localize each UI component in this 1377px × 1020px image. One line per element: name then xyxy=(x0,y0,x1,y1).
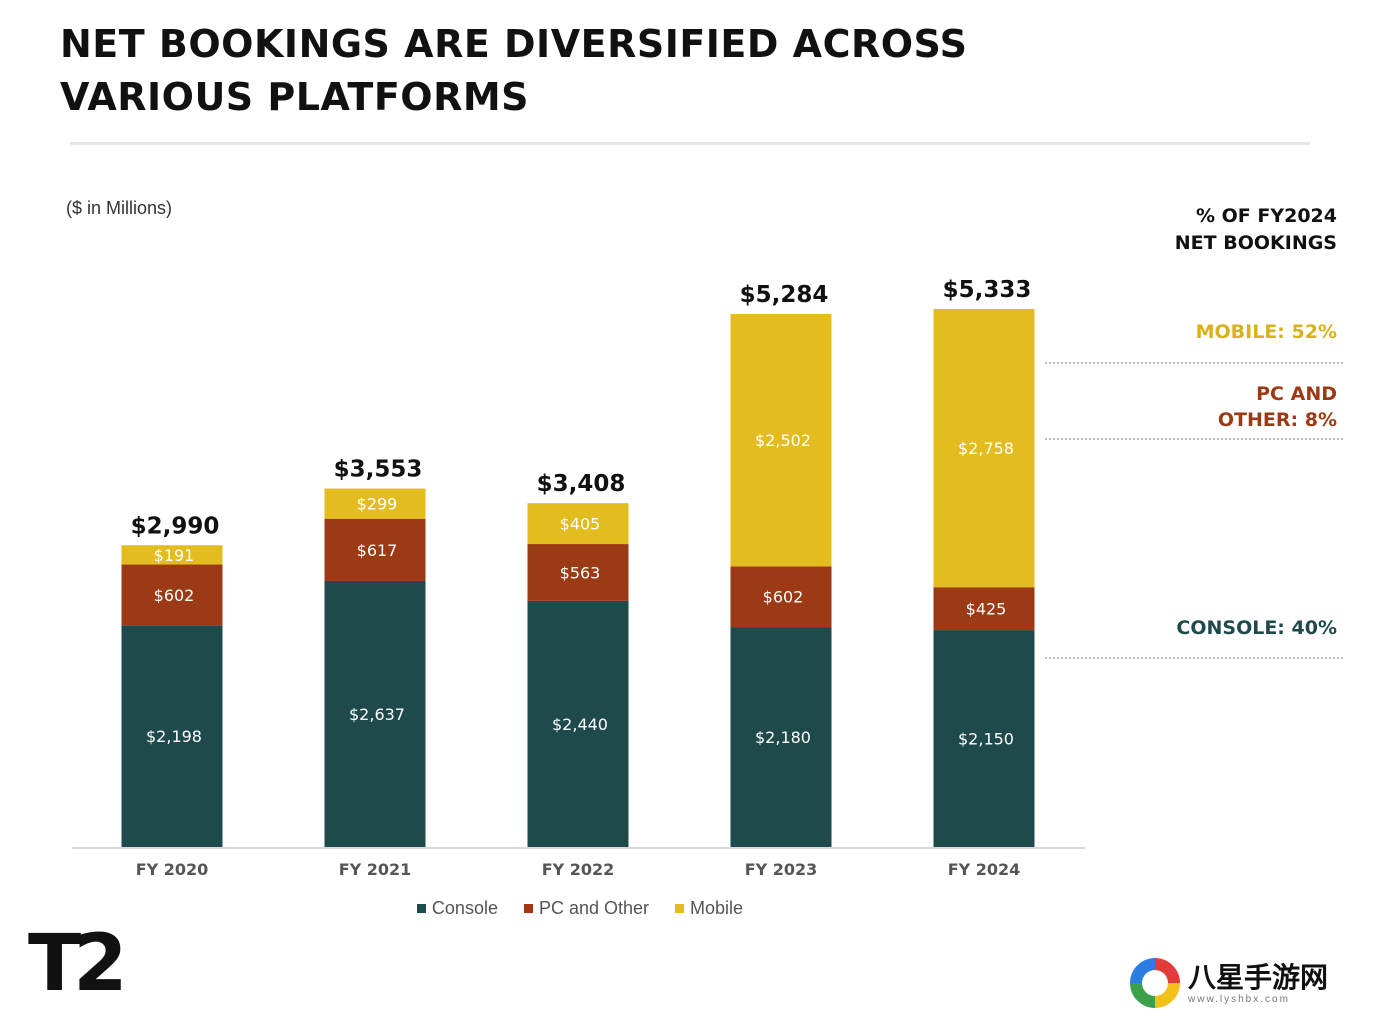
data-label-mobile-4: $2,502 xyxy=(755,431,811,450)
legend-item-console: Console xyxy=(416,898,498,919)
x-tick-label-4: FY 2023 xyxy=(745,860,818,879)
side-heading-line-1: % OF FY2024 xyxy=(1195,205,1337,227)
bar-mobile-5 xyxy=(933,309,1035,588)
data-label-pc-4: $602 xyxy=(763,588,804,607)
bar-mobile-2 xyxy=(324,488,426,519)
total-label-4: $5,284 xyxy=(740,282,829,308)
data-label-console-4: $2,180 xyxy=(755,728,811,747)
data-label-pc-3: $563 xyxy=(560,563,601,582)
side-heading-line-2: NET BOOKINGS xyxy=(1174,232,1337,254)
data-label-mobile-3: $405 xyxy=(560,515,601,534)
title-divider xyxy=(70,142,1310,145)
legend-item-mobile: Mobile xyxy=(675,898,743,919)
data-label-console-2: $2,637 xyxy=(349,705,405,724)
bar-pc-4 xyxy=(730,566,832,628)
title-line-1: NET BOOKINGS ARE DIVERSIFIED ACROSS xyxy=(60,22,968,66)
legend: Console PC and Other Mobile xyxy=(0,898,1160,919)
data-label-mobile-5: $2,758 xyxy=(958,439,1014,458)
bar-console-1 xyxy=(121,625,223,847)
bar-console-4 xyxy=(730,627,832,847)
legend-label-console: Console xyxy=(431,898,498,918)
watermark-text: 八星手游网 xyxy=(1188,960,1329,994)
mobile-share-label: MOBILE: 52% xyxy=(1195,321,1337,343)
legend-item-pc: PC and Other xyxy=(523,898,650,919)
units-note: ($ in Millions) xyxy=(66,198,173,218)
bar-console-5 xyxy=(933,630,1035,847)
data-label-pc-1: $602 xyxy=(154,586,195,605)
console-share-label: CONSOLE: 40% xyxy=(1176,617,1337,639)
watermark-url: www.lyshbx.com xyxy=(1188,993,1290,1005)
pc-share-line-1: PC AND xyxy=(1256,383,1337,405)
bar-console-2 xyxy=(324,580,426,847)
data-label-console-5: $2,150 xyxy=(958,730,1014,749)
legend-swatch-mobile xyxy=(675,904,685,913)
console-divider xyxy=(1045,657,1343,659)
total-label-3: $3,408 xyxy=(537,471,626,497)
total-label-5: $5,333 xyxy=(943,277,1032,303)
mobile-share: MOBILE: 52% xyxy=(1196,319,1337,345)
x-tick-label-3: FY 2022 xyxy=(542,860,615,879)
data-label-mobile-1: $191 xyxy=(154,546,195,565)
console-share: CONSOLE: 40% xyxy=(1176,615,1337,641)
legend-swatch-pc xyxy=(523,904,533,913)
x-tick-label-5: FY 2024 xyxy=(948,860,1021,879)
pc-divider xyxy=(1045,438,1343,440)
watermark: 八星手游网 www.lyshbx.com xyxy=(1130,958,1328,1008)
data-label-pc-5: $425 xyxy=(966,600,1007,619)
legend-swatch-console xyxy=(416,904,426,913)
bar-pc-5 xyxy=(933,587,1035,631)
title-line-2: VARIOUS PLATFORMS xyxy=(60,75,530,119)
bar-mobile-4 xyxy=(730,313,832,567)
side-panel-heading: % OF FY2024 NET BOOKINGS xyxy=(1175,203,1337,257)
bar-mobile-3 xyxy=(527,503,629,545)
t2-logo: T2 xyxy=(28,919,128,1009)
mobile-divider xyxy=(1045,362,1343,364)
data-label-mobile-2: $299 xyxy=(357,495,398,514)
legend-label-mobile: Mobile xyxy=(690,898,744,918)
total-label-1: $2,990 xyxy=(131,513,220,539)
bar-mobile-1 xyxy=(121,545,223,565)
data-label-console-3: $2,440 xyxy=(552,715,608,734)
total-label-2: $3,553 xyxy=(334,457,423,483)
bar-pc-3 xyxy=(527,544,629,601)
pc-share-line-2: OTHER: 8% xyxy=(1217,409,1337,431)
chart-title: NET BOOKINGS ARE DIVERSIFIED ACROSS VARI… xyxy=(60,18,968,124)
legend-label-pc: PC and Other xyxy=(538,898,650,918)
x-tick-label-2: FY 2021 xyxy=(339,860,412,879)
bar-console-3 xyxy=(527,600,629,847)
bar-pc-2 xyxy=(324,518,426,581)
x-tick-label-1: FY 2020 xyxy=(136,860,209,879)
data-label-pc-2: $617 xyxy=(357,541,398,560)
bar-pc-1 xyxy=(121,564,223,626)
pc-share: PC AND OTHER: 8% xyxy=(1218,381,1337,433)
data-label-console-1: $2,198 xyxy=(146,727,202,746)
watermark-logo-icon xyxy=(1130,958,1180,1008)
